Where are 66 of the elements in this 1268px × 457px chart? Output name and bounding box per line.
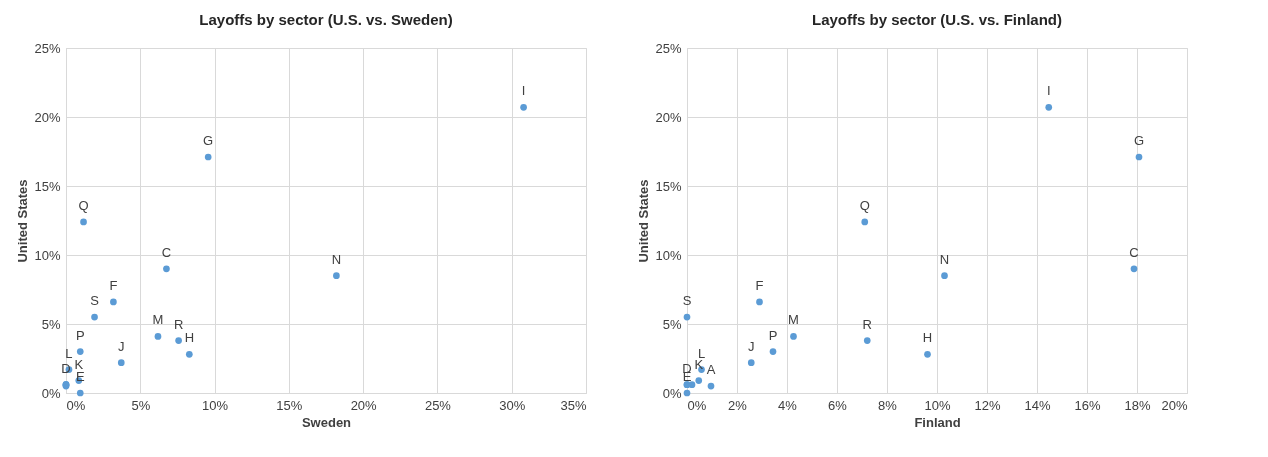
- x-tick-label: 6%: [828, 397, 848, 413]
- x-tick-label: 2%: [728, 397, 748, 413]
- x-tick-label: 25%: [424, 397, 452, 413]
- y-tick-label: 25%: [34, 40, 61, 56]
- data-label: L: [697, 345, 706, 361]
- data-label: J: [118, 338, 125, 354]
- x-tick-label: 10%: [202, 397, 229, 413]
- x-tick-label: 8%: [878, 397, 898, 413]
- data-label: Q: [78, 197, 89, 213]
- data-label: R: [173, 316, 184, 332]
- x-tick-label: 14%: [1024, 397, 1051, 413]
- data-label: G: [203, 133, 214, 149]
- x-tick-label: 30%: [499, 397, 526, 413]
- chart-title: Layoffs by sector (U.S. vs. Sweden): [199, 11, 453, 28]
- y-tick-label: 15%: [655, 178, 682, 194]
- y-axis-title: United States: [636, 179, 652, 263]
- data-label: L: [65, 345, 73, 361]
- data-label: N: [331, 251, 342, 267]
- data-label: F: [109, 277, 118, 293]
- x-tick-label: 0%: [66, 397, 86, 413]
- x-axis-title: Sweden: [301, 414, 352, 430]
- y-tick-label: 10%: [655, 247, 682, 263]
- y-tick-label: 15%: [34, 178, 61, 194]
- data-label: J: [748, 338, 755, 354]
- data-label: C: [161, 244, 172, 260]
- data-label: H: [184, 330, 195, 346]
- data-label: I: [521, 83, 526, 99]
- data-label: I: [1046, 83, 1051, 99]
- data-label: C: [1129, 244, 1139, 260]
- y-tick-label: 10%: [34, 247, 61, 263]
- x-tick-label: 12%: [974, 397, 1001, 413]
- data-label: D: [61, 360, 71, 376]
- data-label: H: [922, 330, 933, 346]
- x-tick-label: 4%: [778, 397, 798, 413]
- data-label: N: [939, 251, 950, 267]
- x-tick-label: 20%: [1161, 397, 1188, 413]
- data-label: F: [755, 277, 764, 293]
- x-tick-label: 0%: [687, 397, 707, 413]
- y-tick-label: 0%: [41, 385, 61, 401]
- data-label: M: [152, 312, 164, 328]
- x-tick-label: 18%: [1124, 397, 1151, 413]
- data-label: S: [90, 293, 100, 309]
- data-label: A: [706, 362, 716, 378]
- data-label: R: [862, 316, 872, 332]
- y-tick-label: 5%: [41, 316, 61, 332]
- y-tick-label: 5%: [662, 316, 682, 332]
- x-tick-label: 5%: [131, 397, 151, 413]
- chart-title: Layoffs by sector (U.S. vs. Finland): [811, 11, 1063, 28]
- y-tick-label: 0%: [662, 385, 682, 401]
- data-label: M: [788, 312, 799, 328]
- x-tick-label: 16%: [1074, 397, 1101, 413]
- y-axis-title: United States: [15, 179, 31, 263]
- data-label: P: [75, 327, 85, 343]
- data-label: S: [682, 293, 692, 309]
- y-tick-label: 25%: [655, 40, 682, 56]
- data-label: K: [74, 356, 84, 372]
- x-tick-label: 20%: [350, 397, 378, 413]
- x-axis-title: Finland: [914, 414, 961, 430]
- y-tick-label: 20%: [34, 109, 61, 125]
- x-tick-label: 15%: [276, 397, 303, 413]
- y-tick-label: 20%: [655, 109, 682, 125]
- x-tick-label: 35%: [560, 397, 587, 413]
- data-label: Q: [859, 197, 870, 213]
- data-label: G: [1133, 133, 1145, 149]
- data-label: P: [768, 327, 778, 343]
- x-tick-label: 10%: [924, 397, 951, 413]
